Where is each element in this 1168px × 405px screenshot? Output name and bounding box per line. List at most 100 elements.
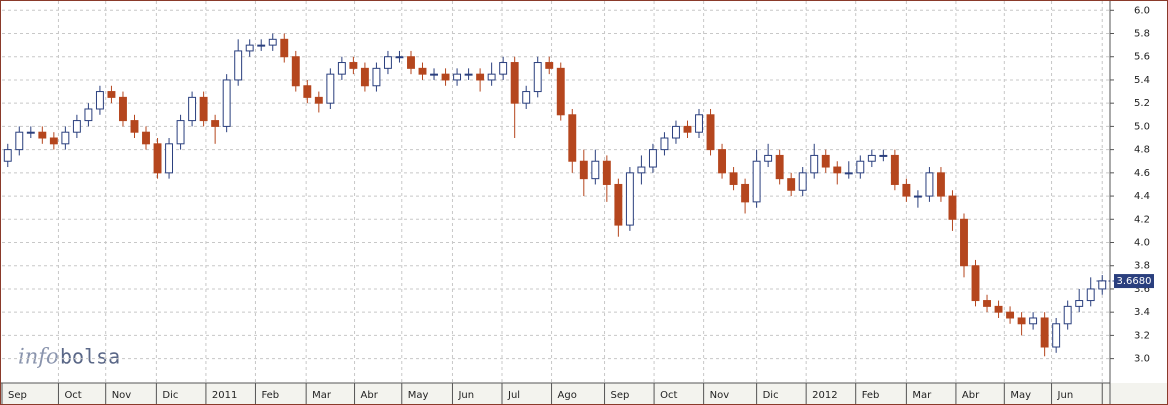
candle-body (360, 67, 369, 87)
candle-body (234, 50, 243, 81)
y-tick-label: 5.6 (1134, 52, 1150, 63)
y-tick-label: 4.0 (1134, 238, 1150, 249)
y-tick-label: 3.8 (1134, 261, 1150, 272)
y-tick-label: 5.8 (1134, 29, 1150, 40)
x-tick-label: Mar (312, 390, 332, 401)
x-tick-label: Feb (261, 390, 279, 401)
candle-body (660, 137, 669, 151)
candle-body (245, 44, 254, 52)
candle-body (695, 114, 703, 133)
candle-body (49, 137, 58, 145)
candle-body (418, 67, 427, 75)
candle-body (648, 149, 657, 168)
candle-body (130, 120, 139, 133)
x-tick-label: 2011 (212, 390, 237, 401)
candle-body (1029, 317, 1038, 325)
candle-body (26, 131, 35, 134)
y-tick-label: 3.0 (1134, 354, 1150, 365)
x-tick-label: Feb (862, 390, 880, 401)
candle-body (430, 73, 438, 76)
watermark-info: info (18, 345, 59, 369)
candle-body (383, 56, 392, 69)
candle-body (741, 183, 750, 203)
candle-body (199, 96, 208, 122)
x-tick-label: Abr (962, 390, 980, 401)
x-tick-label: Oct (660, 390, 677, 401)
candle-body (706, 114, 715, 151)
candle-body (533, 62, 542, 93)
y-tick-label: 4.2 (1134, 214, 1150, 225)
candle-body (303, 85, 312, 98)
candle-body (821, 154, 830, 168)
candle-body (913, 195, 922, 198)
y-tick-label: 4.6 (1134, 168, 1150, 179)
x-tick-label: Jun (457, 390, 474, 401)
candle-body (890, 154, 899, 185)
candle-body (798, 172, 807, 191)
x-tick-label: Jun (1057, 390, 1074, 401)
y-tick-label: 3.6 (1134, 284, 1150, 295)
x-tick-label: Sep (8, 390, 27, 401)
y-tick-label: 5.4 (1134, 75, 1150, 86)
candle-body (556, 67, 565, 116)
x-tick-label: May (1010, 390, 1031, 401)
x-axis-band (1, 383, 1167, 404)
candle-body (775, 154, 784, 180)
candle-body (395, 56, 404, 59)
candle-body (867, 154, 876, 162)
last-price-tag (1114, 274, 1154, 289)
candle-body (119, 96, 127, 122)
last-price-label: 3.6680 (1117, 276, 1152, 287)
candle-body (1006, 311, 1015, 319)
x-tick-label: Nov (112, 390, 132, 401)
candle-body (153, 143, 162, 174)
candle-body (925, 172, 934, 197)
candle-body (844, 172, 853, 175)
x-tick-label: Dic (162, 390, 178, 401)
candle-body (545, 62, 554, 69)
candle-body (1017, 317, 1026, 325)
candle-body (142, 131, 150, 145)
candle-body (314, 96, 323, 104)
candle-body (1052, 323, 1061, 348)
candle-body (1098, 280, 1107, 290)
y-tick-label: 4.8 (1134, 145, 1150, 156)
candle-body (257, 44, 266, 47)
x-tick-label: Abr (361, 390, 379, 401)
x-tick-label: Sep (611, 390, 630, 401)
candle-body (856, 160, 865, 174)
candle-body (568, 114, 577, 162)
candle-body (499, 62, 508, 75)
candle-body (971, 265, 980, 302)
candle-body (107, 91, 116, 98)
candle-body (476, 73, 485, 81)
x-tick-label: Nov (710, 390, 730, 401)
candle-body (268, 38, 277, 46)
candle-body (902, 183, 911, 197)
x-tick-label: Mar (912, 390, 932, 401)
candle-body (672, 125, 680, 139)
candle-body (280, 38, 289, 58)
candle-body (38, 131, 47, 139)
candle-body (15, 131, 24, 151)
candle-body (833, 166, 842, 174)
candle-body (625, 172, 634, 226)
candle-body (936, 172, 945, 197)
candle-body (453, 73, 462, 81)
candle-body (349, 62, 358, 69)
candle-body (510, 62, 519, 104)
candle-body (1075, 300, 1084, 307)
candle-body (810, 154, 819, 174)
candle-body (752, 160, 761, 203)
x-tick-label: Jul (507, 390, 520, 401)
candle-body (994, 305, 1003, 313)
x-tick-label: May (408, 390, 429, 401)
candle-body (879, 154, 888, 157)
y-tick-label: 5.2 (1134, 98, 1150, 109)
candle-body (464, 73, 473, 76)
y-tick-label: 3.2 (1134, 330, 1150, 341)
candle-body (637, 166, 646, 174)
candle-body (591, 160, 600, 180)
candle-body (407, 56, 415, 69)
